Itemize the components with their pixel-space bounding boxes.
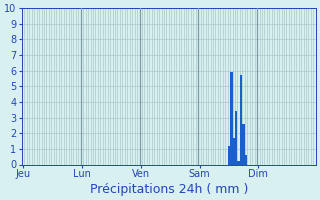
Bar [242, 124, 245, 164]
Bar [230, 72, 233, 164]
Bar [233, 138, 235, 164]
Bar [235, 111, 237, 164]
Bar [228, 146, 230, 164]
Bar [240, 75, 242, 164]
Bar [237, 161, 240, 164]
X-axis label: Précipitations 24h ( mm ): Précipitations 24h ( mm ) [90, 183, 248, 196]
Bar [245, 155, 247, 164]
